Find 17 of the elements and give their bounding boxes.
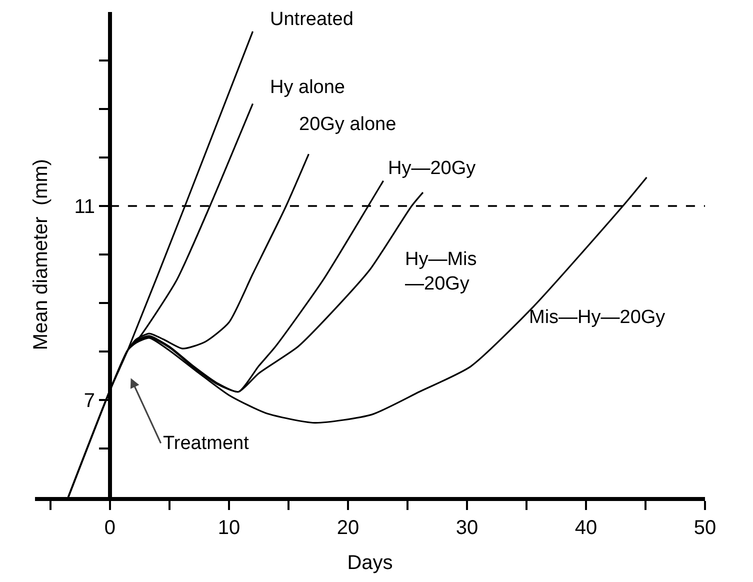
- series-label: Mis—Hy—20Gy: [529, 307, 666, 328]
- series-label: Hy alone: [270, 77, 345, 98]
- x-tick-label: 40: [574, 517, 598, 539]
- x-axis-title: Days: [347, 552, 393, 574]
- y-axis-title: Mean diameter (mm): [30, 158, 52, 350]
- x-tick-label: 10: [218, 517, 240, 539]
- x-tick-label: 20: [336, 517, 360, 539]
- series-label: Hy—Mis —20Gy: [405, 249, 477, 295]
- x-tick-label: 30: [456, 517, 478, 539]
- x-tick-label: 50: [694, 517, 716, 539]
- x-tick-label: 0: [104, 517, 116, 539]
- y-tick-label: 11: [74, 196, 95, 218]
- annotation: Treatment: [163, 433, 250, 454]
- series-label: Untreated: [270, 9, 354, 30]
- y-tick-label: 7: [84, 390, 95, 412]
- series-label: Hy—20Gy: [388, 158, 476, 179]
- series-label: 20Gy alone: [299, 114, 396, 135]
